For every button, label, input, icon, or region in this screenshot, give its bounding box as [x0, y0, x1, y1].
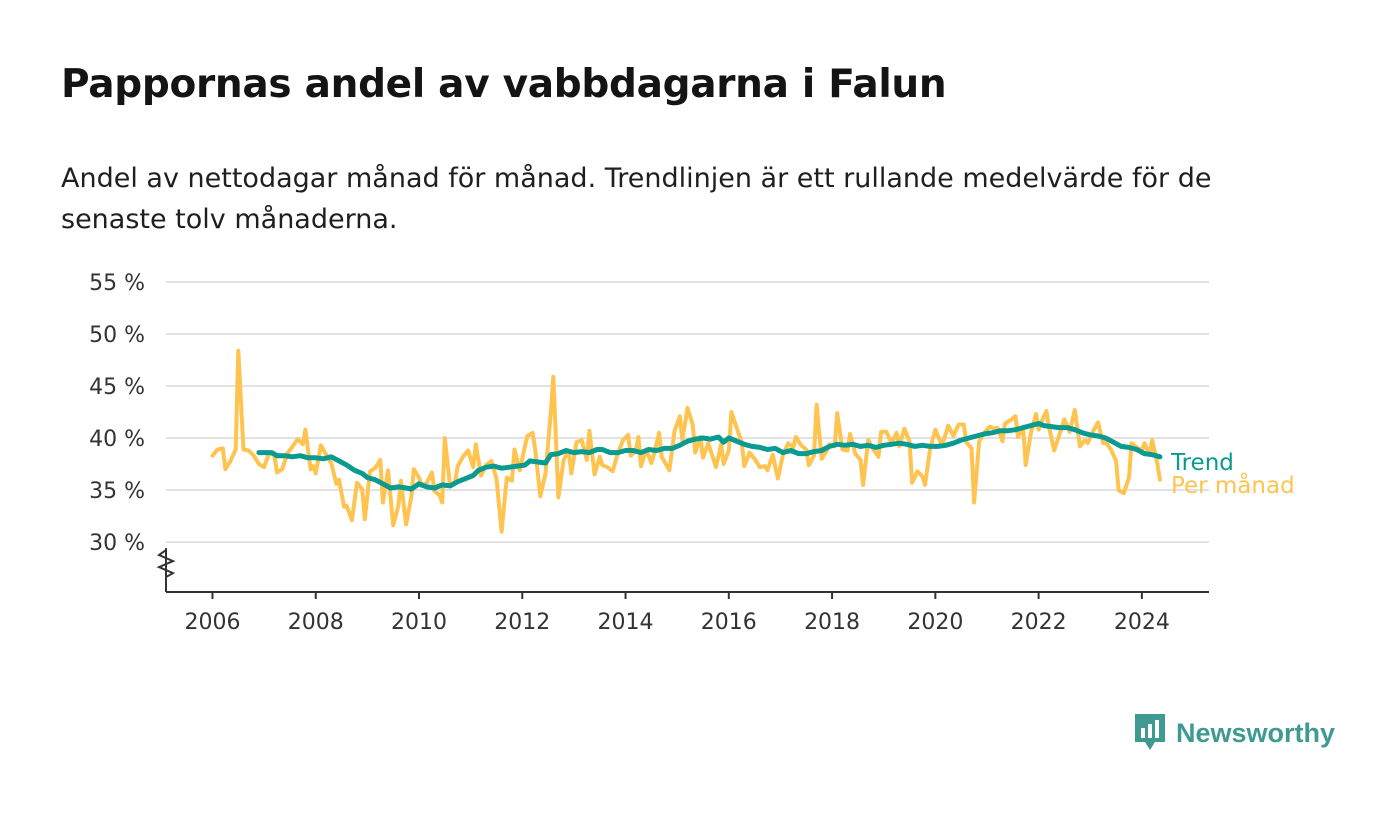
monthly-label: Per månad: [1171, 471, 1295, 499]
y-tick-label: 35 %: [89, 479, 145, 504]
x-tick-label: 2010: [391, 610, 447, 635]
y-tick-label: 50 %: [89, 323, 145, 348]
chart-title: Pappornas andel av vabbdagarna i Falun: [61, 62, 947, 107]
x-tick-label: 2024: [1114, 610, 1170, 635]
x-tick-label: 2018: [804, 610, 860, 635]
chart-subtitle: Andel av nettodagar månad för månad. Tre…: [61, 163, 1212, 235]
monthly-line: [210, 348, 1162, 534]
y-tick-label: 45 %: [89, 375, 145, 400]
newsworthy-logo-icon: [1135, 714, 1165, 750]
x-tick-label: 2012: [494, 610, 550, 635]
brand-name: Newsworthy: [1176, 717, 1336, 748]
y-tick-label: 40 %: [89, 427, 145, 452]
axis-break-icon: [156, 549, 176, 578]
x-tick-label: 2006: [184, 610, 240, 635]
y-tick-label: 30 %: [89, 531, 145, 556]
y-axis-ticks: 30 % 35 % 40 % 45 % 50 % 55 %: [89, 271, 145, 556]
trend-label: Trend: [1170, 450, 1234, 476]
x-tick-label: 2008: [288, 610, 344, 635]
x-tick-label: 2016: [701, 610, 757, 635]
x-axis: 2006 2008 2010 2012 2014 2016 2018 2020 2022 2024: [156, 548, 1209, 635]
x-tick-label: 2020: [907, 610, 963, 635]
newsworthy-brand: Newsworthy: [1133, 712, 1335, 754]
trend-line: [256, 421, 1163, 492]
x-tick-label: 2022: [1011, 610, 1067, 635]
y-tick-label: 55 %: [89, 271, 145, 296]
series-lines: [210, 348, 1163, 534]
x-tick-label: 2014: [598, 610, 654, 635]
